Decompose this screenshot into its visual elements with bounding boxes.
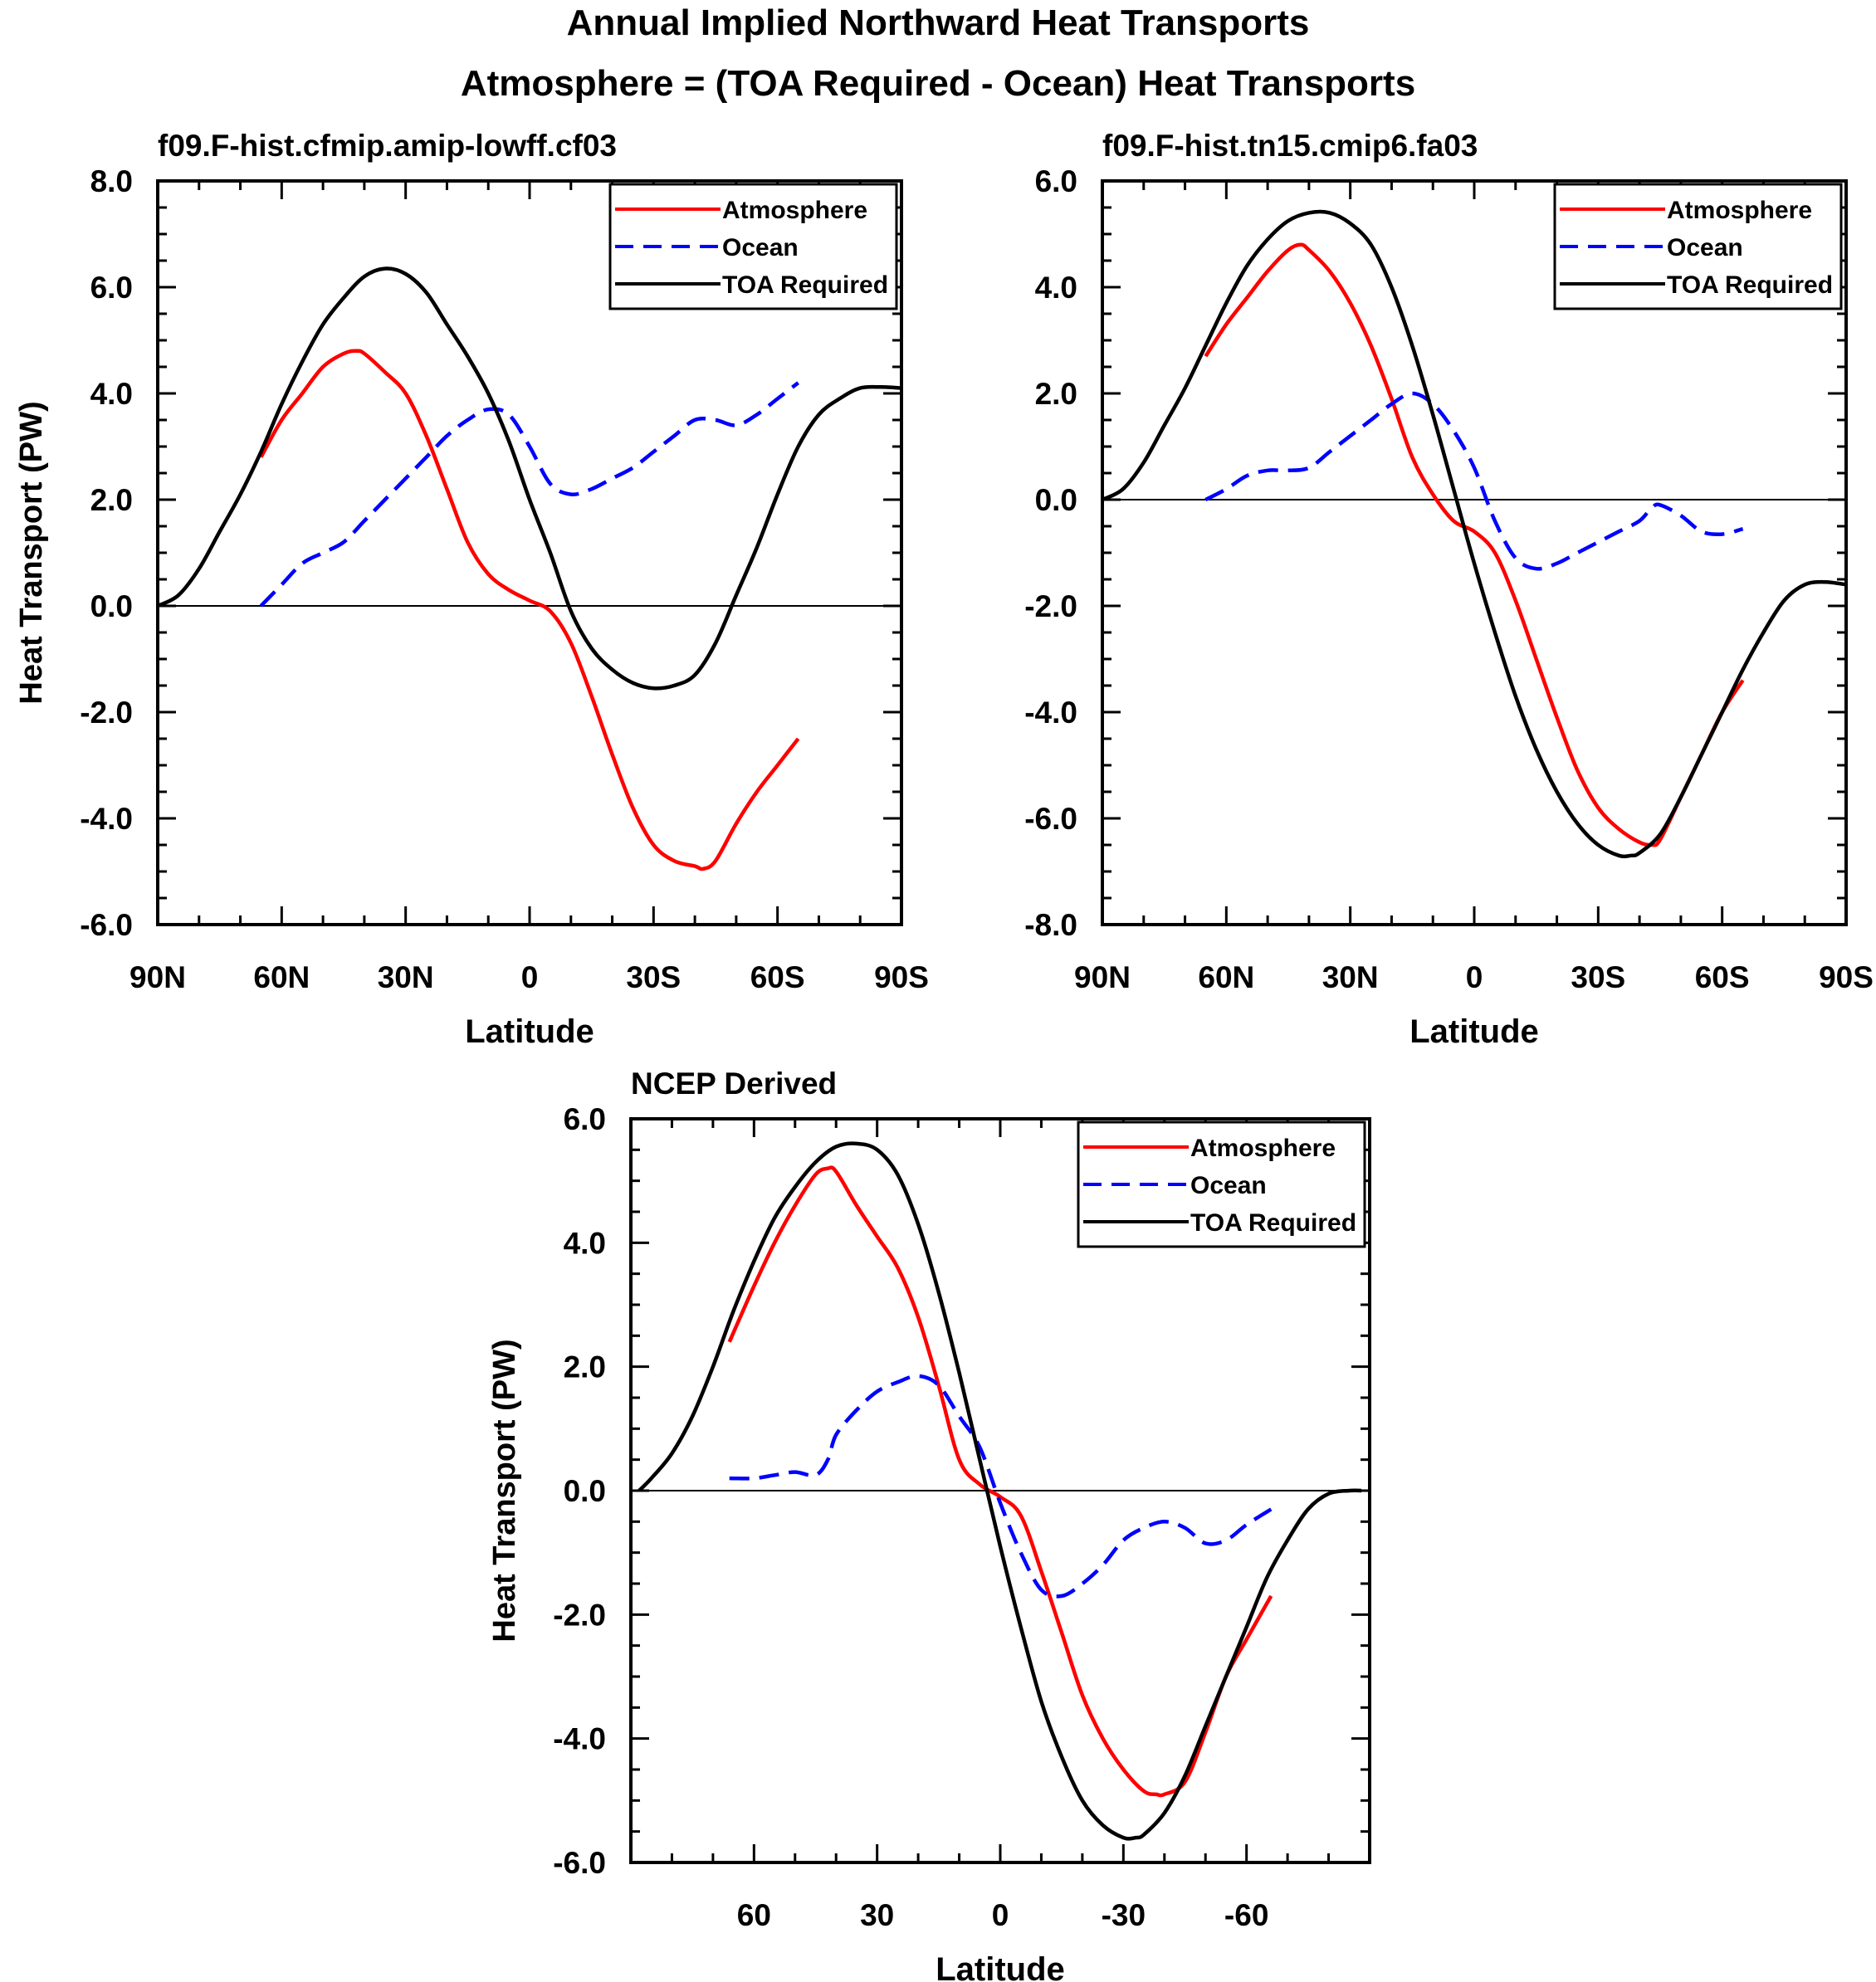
y-axis-label: Heat Transport (PW) <box>487 1339 522 1642</box>
x-tick-label: 30N <box>378 960 434 994</box>
atmosphere-line <box>1204 242 1745 847</box>
chart-panel-1: f09.F-hist.cfmip.amip-lowff.cf03 -6.0 -4.0… <box>14 129 929 1050</box>
panel-title: f09.F-hist.cfmip.amip-lowff.cf03 <box>158 129 617 163</box>
y-tick-label: 8.0 <box>90 164 133 198</box>
x-tick-label: -30 <box>1102 1898 1146 1932</box>
y-tick-label: -2.0 <box>80 696 133 730</box>
y-tick-label: 4.0 <box>564 1226 606 1260</box>
x-tick-label: 30N <box>1322 960 1379 994</box>
legend-label-toa: TOA Required <box>1667 271 1833 299</box>
y-tick-label: 0.0 <box>564 1474 606 1508</box>
ocean-line <box>1204 391 1744 571</box>
x-tick-label: -60 <box>1224 1898 1268 1932</box>
x-tick-label: 90S <box>874 960 929 994</box>
atmosphere-line <box>727 1165 1273 1798</box>
legend-label-atmosphere: Atmosphere <box>722 197 867 224</box>
x-tick-label: 0 <box>521 960 539 994</box>
y-tick-label: 2.0 <box>1035 377 1077 411</box>
toa-line <box>156 266 902 691</box>
legend-label-ocean: Ocean <box>1190 1172 1267 1199</box>
y-tick-label: 6.0 <box>90 271 133 305</box>
y-tick-label: 0.0 <box>1035 483 1077 517</box>
chart-panel-3: NCEP Derived -6.0 -4.0 -2.0 0.0 2.0 4.0 6.0 60 30… <box>487 1067 1371 1982</box>
x-axis-label: Latitude <box>1409 1013 1539 1050</box>
x-tick-label: 90S <box>1819 960 1874 994</box>
x-tick-label: 60S <box>750 960 805 994</box>
x-tick-label: 90N <box>1074 960 1131 994</box>
plot-frame <box>1101 179 1848 926</box>
toa-line <box>638 1141 1362 1841</box>
x-axis-label: Latitude <box>465 1013 594 1050</box>
y-tick-label: -6.0 <box>1024 802 1077 836</box>
legend-label-ocean: Ocean <box>722 234 799 261</box>
x-tick-label: 60N <box>1198 960 1254 994</box>
legend: Atmosphere Ocean TOA Required <box>1077 1120 1366 1248</box>
y-tick-label: 4.0 <box>90 377 133 411</box>
y-tick-label: -6.0 <box>80 908 133 942</box>
y-tick-label: -2.0 <box>1024 589 1077 623</box>
y-tick-label: -4.0 <box>80 802 133 836</box>
atmosphere-line <box>259 349 800 871</box>
plot-frame <box>156 179 903 926</box>
x-tick-label: 0 <box>992 1898 1009 1932</box>
y-axis-label: Heat Transport (PW) <box>14 401 49 704</box>
figure-title-line1: Annual Implied Northward Heat Transports <box>567 2 1310 43</box>
y-tick-label: 2.0 <box>564 1350 606 1384</box>
y-tick-label: 0.0 <box>90 589 133 623</box>
x-tick-label: 60S <box>1695 960 1750 994</box>
plot-frame <box>629 1117 1371 1864</box>
x-axis-label: Latitude <box>936 1951 1065 1982</box>
legend-label-ocean: Ocean <box>1667 234 1743 261</box>
y-tick-label: -6.0 <box>553 1846 606 1880</box>
x-tick-label: 90N <box>129 960 186 994</box>
figure-title-line2: Atmosphere = (TOA Required - Ocean) Heat… <box>461 63 1415 104</box>
panel-title: f09.F-hist.tn15.cmip6.fa03 <box>1102 129 1478 163</box>
x-tick-label: 0 <box>1466 960 1483 994</box>
panel-title: NCEP Derived <box>631 1067 837 1101</box>
y-tick-label: -2.0 <box>553 1598 606 1632</box>
x-tick-label: 30 <box>860 1898 894 1932</box>
legend-label-atmosphere: Atmosphere <box>1667 197 1812 224</box>
legend: Atmosphere Ocean TOA Required <box>1553 183 1843 310</box>
x-tick-label: 60 <box>737 1898 771 1932</box>
x-tick-label: 30S <box>1571 960 1625 994</box>
ocean-line <box>729 1374 1273 1599</box>
x-tick-label: 60N <box>253 960 310 994</box>
y-tick-label: -4.0 <box>1024 696 1077 730</box>
y-tick-label: -4.0 <box>553 1722 606 1756</box>
y-tick-label: 2.0 <box>90 483 133 517</box>
plot-panels: f09.F-hist.cfmip.amip-lowff.cf03 -6.0 -4.0… <box>14 129 1874 1982</box>
ocean-line <box>259 381 799 608</box>
legend-label-atmosphere: Atmosphere <box>1190 1135 1336 1162</box>
y-tick-label: -8.0 <box>1024 908 1077 942</box>
toa-line <box>1101 209 1847 859</box>
y-tick-label: 4.0 <box>1035 271 1077 305</box>
legend-label-toa: TOA Required <box>722 271 888 299</box>
legend-label-toa: TOA Required <box>1190 1209 1356 1237</box>
legend: Atmosphere Ocean TOA Required <box>608 183 898 310</box>
x-tick-label: 30S <box>626 960 681 994</box>
chart-panel-2: f09.F-hist.tn15.cmip6.fa03 -8.0 -6.0 -4.0 -2… <box>1024 129 1874 1050</box>
y-tick-label: 6.0 <box>564 1102 606 1136</box>
y-tick-label: 6.0 <box>1035 164 1077 198</box>
